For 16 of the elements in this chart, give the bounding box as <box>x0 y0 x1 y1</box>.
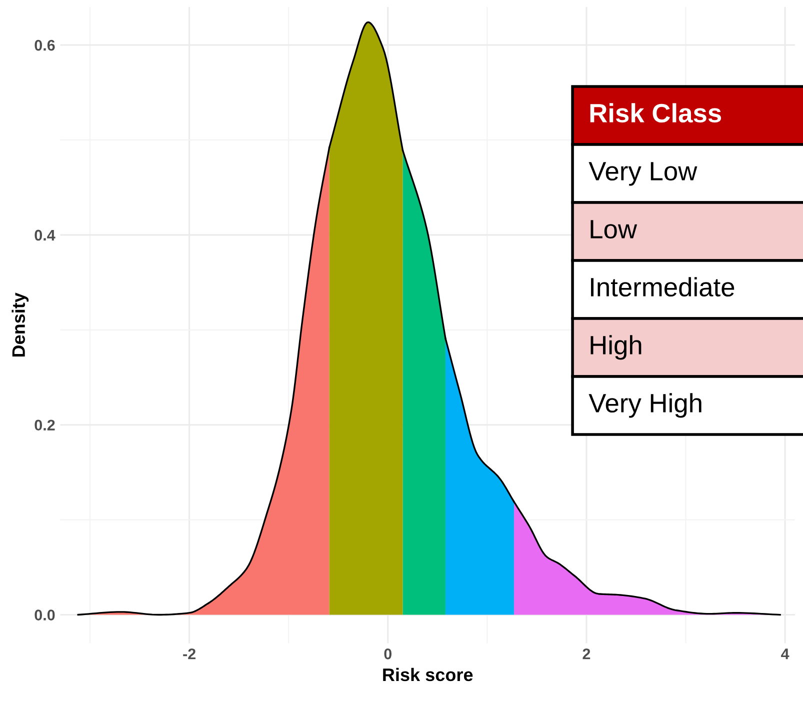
x-tick-label: 4 <box>781 648 790 660</box>
x-tick-label: 2 <box>582 648 590 660</box>
annotation: Very Low <box>588 162 698 186</box>
x-axis-title: Risk score <box>383 668 473 682</box>
y-tick-label: 0.4 <box>34 230 56 241</box>
y-tick-label: 0.6 <box>34 40 55 51</box>
y-tick-label: 0.2 <box>34 420 55 431</box>
annotation: Very High <box>588 393 702 418</box>
annotation: Risk Class <box>590 103 722 123</box>
x-tick-label: -2 <box>183 648 196 660</box>
x-tick-label: 0 <box>384 648 392 660</box>
annotation: High <box>590 335 642 360</box>
y-axis-title: Density <box>12 292 29 357</box>
annotation: Low <box>590 220 638 239</box>
y-tick-label: 0.0 <box>34 610 55 620</box>
annotation: Intermediate <box>591 277 734 297</box>
